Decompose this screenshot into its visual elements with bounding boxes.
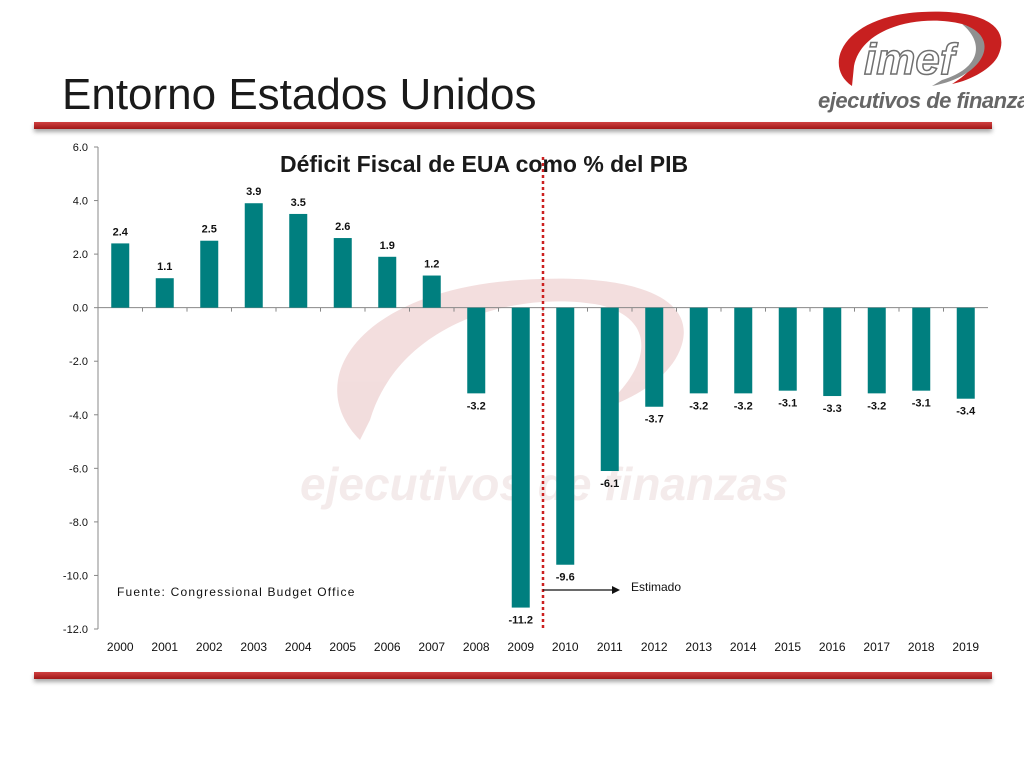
bar	[111, 243, 130, 308]
top-divider-rule	[34, 122, 992, 129]
bar	[823, 307, 842, 397]
y-tick-label: 0.0	[73, 303, 88, 315]
logo-tagline: ejecutivos de finanzas	[818, 88, 1024, 113]
chart-value-labels: 2.4 1.1 2.5 3.9 3.5 2.6 1.9 1.2 -3.2 -11.2 -9.6 -6.…	[113, 186, 977, 626]
data-label: -3.1	[912, 398, 931, 410]
y-tick-label: -8.0	[69, 517, 88, 529]
data-label: -9.6	[556, 572, 575, 584]
data-label: -3.2	[467, 400, 486, 412]
data-label: -3.4	[956, 406, 976, 418]
x-tick-label: 2014	[730, 640, 757, 654]
data-label: -6.1	[600, 478, 619, 490]
bar	[244, 203, 263, 308]
data-label: 1.1	[157, 261, 172, 273]
x-tick-label: 2006	[374, 640, 401, 654]
chart-title: Déficit Fiscal de EUA como % del PIB	[280, 151, 689, 177]
bar	[333, 238, 352, 308]
data-label: 3.5	[291, 197, 306, 209]
logo-swoosh-icon	[838, 11, 1002, 87]
forecast-divider	[541, 157, 620, 629]
data-label: -3.3	[823, 403, 842, 415]
x-tick-label: 2001	[151, 640, 178, 654]
x-tick-label: 2013	[685, 640, 712, 654]
x-tick-label: 2010	[552, 640, 579, 654]
x-tick-label: 2004	[285, 640, 312, 654]
x-tick-label: 2005	[329, 640, 356, 654]
y-tick-label: -2.0	[69, 356, 88, 368]
x-tick-label: 2007	[418, 640, 445, 654]
estimate-label: Estimado	[631, 580, 682, 594]
y-tick-label: 2.0	[73, 249, 88, 261]
bar	[155, 278, 174, 308]
data-label: 3.9	[246, 186, 261, 198]
data-label: -3.2	[867, 400, 886, 412]
y-tick-label: -12.0	[63, 624, 88, 636]
data-label: -11.2	[509, 615, 533, 627]
bar	[289, 213, 308, 308]
bar	[778, 307, 797, 391]
y-tick-label: -10.0	[63, 570, 88, 582]
bar	[689, 307, 708, 394]
source-note: Fuente: Congressional Budget Office	[117, 585, 356, 599]
x-tick-label: 2016	[819, 640, 846, 654]
x-tick-label: 2012	[641, 640, 668, 654]
x-tick-label: 2002	[196, 640, 223, 654]
bar	[422, 275, 441, 308]
data-label: -3.2	[689, 400, 708, 412]
y-tick-label: 4.0	[73, 196, 88, 208]
data-label: -3.1	[778, 398, 797, 410]
x-tick-label: 2019	[952, 640, 979, 654]
bar	[867, 307, 886, 394]
logo-wordmark: imef	[864, 35, 959, 84]
x-tick-label: 2003	[240, 640, 267, 654]
x-tick-label: 2015	[774, 640, 801, 654]
y-tick-label: -6.0	[69, 463, 88, 475]
x-tick-label: 2009	[507, 640, 534, 654]
data-label: 2.4	[113, 226, 129, 238]
estimate-arrowhead-icon	[612, 586, 620, 594]
y-tick-label: 6.0	[73, 142, 88, 154]
chart-bars	[111, 203, 975, 608]
bar	[511, 307, 530, 608]
data-label: 2.5	[202, 224, 217, 236]
bar	[645, 307, 664, 407]
bar	[200, 240, 219, 308]
x-tick-label: 2000	[107, 640, 134, 654]
bar	[378, 256, 397, 308]
data-label: -3.7	[645, 414, 664, 426]
bar	[556, 307, 575, 565]
data-label: 1.9	[380, 240, 395, 252]
bar	[912, 307, 931, 391]
bottom-divider-rule	[34, 672, 992, 679]
slide-title: Entorno Estados Unidos	[62, 70, 537, 119]
bar	[467, 307, 486, 394]
data-label: 2.6	[335, 221, 350, 233]
x-tick-label: 2017	[863, 640, 890, 654]
bar	[956, 307, 975, 399]
data-label: 1.2	[424, 259, 439, 271]
data-label: -3.2	[734, 400, 753, 412]
imef-logo: imef	[838, 11, 1002, 87]
bar	[734, 307, 753, 394]
x-tick-label: 2011	[597, 640, 623, 654]
y-tick-label: -4.0	[69, 410, 88, 422]
bar	[600, 307, 619, 472]
x-tick-label: 2008	[463, 640, 490, 654]
x-tick-label: 2018	[908, 640, 935, 654]
